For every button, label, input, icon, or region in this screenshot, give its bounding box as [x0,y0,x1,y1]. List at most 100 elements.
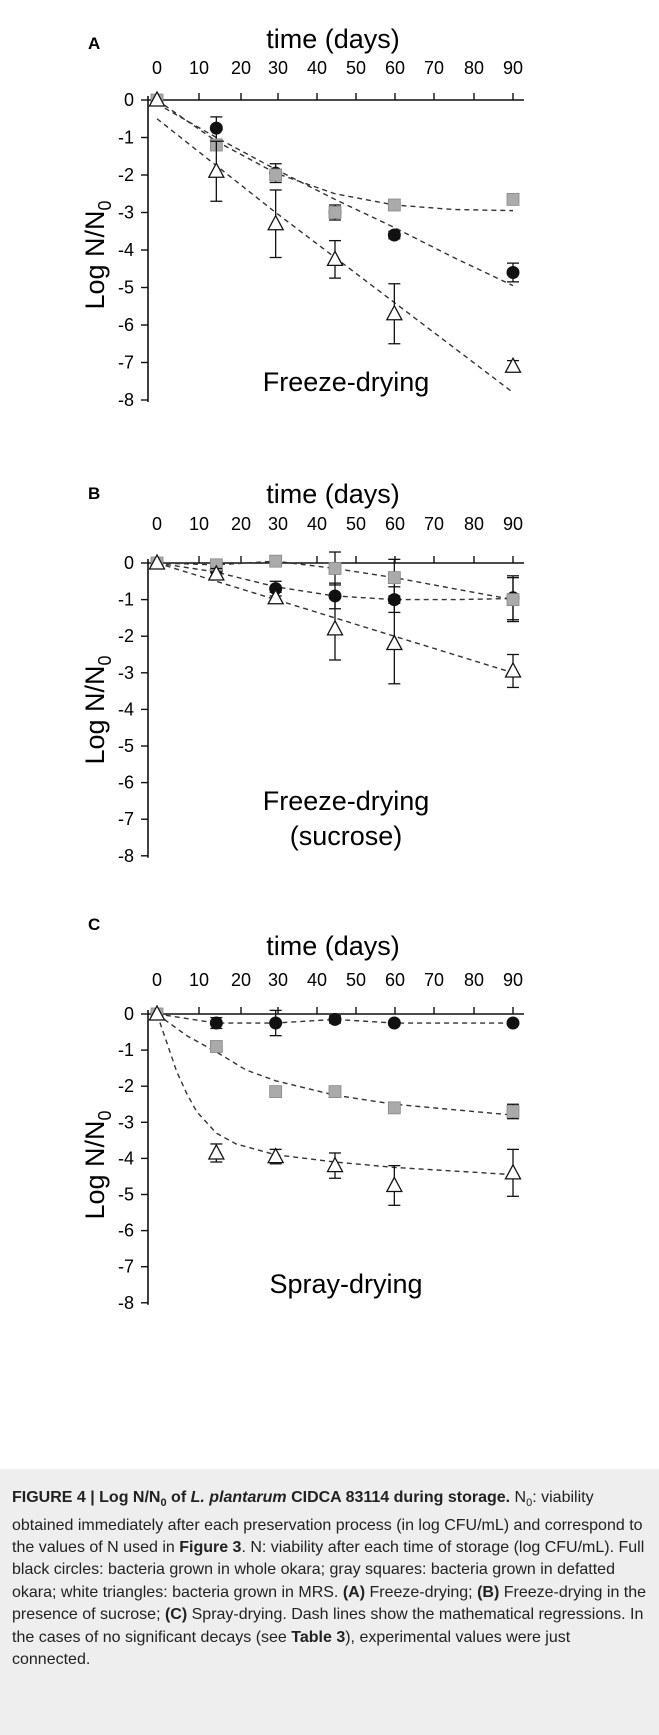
x-tick-label: 10 [189,58,209,78]
data-point-circle [328,589,342,603]
y-tick-label: -4 [118,1148,134,1168]
data-point-square [328,206,342,219]
fit-line-gray-square [156,1013,514,1116]
y-tick-label: -5 [118,736,134,756]
y-tick-label: -2 [118,1076,134,1096]
data-point-square [387,1101,401,1115]
y-tick-label: -2 [118,626,134,646]
data-point-square [506,1105,520,1118]
data-point-square [209,1040,223,1053]
data-point-circle [387,1016,401,1030]
y-tick-label: -8 [118,846,134,866]
x-tick-label: 90 [503,514,523,534]
y-tick-label: -8 [118,1293,134,1313]
x-tick-label: 50 [346,514,366,534]
x-tick-label: 10 [189,514,209,534]
data-point-circle [209,121,223,135]
y-tick-label: -1 [118,590,134,610]
data-point-triangle [207,564,225,581]
caption-figure-ref: Figure 3 [179,1539,242,1556]
data-point-triangle [504,1163,522,1180]
x-tick-label: 60 [385,58,405,78]
caption-ref-c: (C) [164,1606,188,1624]
y-tick-label: -5 [118,1185,134,1205]
fit-line-black-circle [156,103,514,287]
x-tick-label: 0 [152,970,162,990]
y-tick-label: -3 [118,203,134,223]
caption-n0-label: N [514,1489,527,1506]
y-axis-title: Log N/N0 [80,1110,115,1219]
y-tick-label: 0 [124,1004,134,1024]
data-point-triangle [385,634,403,651]
y-axis-title-sub: 0 [95,1110,115,1120]
y-tick-label: -4 [118,240,134,260]
caption-text-1: : viability obtained immediately after e… [12,1489,643,1556]
caption-title: FIGURE 4 | Log N/N0 of L. plantarum CIDC… [12,1489,511,1510]
y-tick-label: -6 [118,773,134,793]
x-tick-label: 30 [268,970,288,990]
caption-text-a: Freeze-drying; [365,1583,478,1601]
x-tick-label: 40 [307,58,327,78]
y-axis-title-main: Log N/N [80,1120,110,1219]
data-point-circle [269,1016,283,1030]
caption-species: L. plantarum [190,1489,287,1506]
figure-caption: FIGURE 4 | Log N/N0 of L. plantarum CIDC… [0,1469,659,1735]
data-point-triangle [326,249,344,267]
caption-title-rest: CIDCA 83114 during storage. [286,1489,511,1506]
y-tick-label: -6 [118,1221,134,1241]
y-axis-title: Log N/N0 [80,200,115,309]
panel-label-line: Freeze-drying [263,786,430,816]
x-tick-label: 70 [424,514,444,534]
panel-letter: C [88,915,100,934]
x-tick-label: 90 [503,58,523,78]
caption-title-sub: 0 [160,1497,167,1510]
panel-label-line: (sucrose) [290,821,403,851]
y-tick-label: 0 [124,90,134,110]
caption-text: FIGURE 4 | Log N/N0 of L. plantarum CIDC… [12,1487,647,1671]
x-tick-label: 50 [346,58,366,78]
y-tick-label: -1 [118,1040,134,1060]
x-axis-title: time (days) [266,24,400,54]
x-tick-label: 20 [231,970,251,990]
data-point-circle [506,1016,520,1030]
x-tick-label: 70 [424,58,444,78]
data-point-square [387,571,401,585]
data-point-circle [506,266,520,279]
y-tick-label: -1 [118,128,134,148]
y-tick-label: -3 [118,1112,134,1132]
y-tick-label: -7 [118,353,134,373]
panel-letter: A [88,34,100,53]
x-tick-label: 20 [231,58,251,78]
x-tick-label: 60 [385,514,405,534]
y-tick-label: -7 [118,1257,134,1277]
y-tick-label: 0 [124,553,134,573]
caption-text-c: Spray-drying. Dash lines show the mathem… [12,1606,644,1646]
data-point-triangle [385,304,403,321]
caption-title-prefix: FIGURE 4 | Log N/N [12,1489,161,1506]
x-tick-label: 40 [307,970,327,990]
y-tick-label: -5 [118,278,134,298]
panel-letter: B [88,484,100,503]
caption-text-end: ), experimental values were just connect… [12,1628,571,1669]
y-tick-label: -6 [118,315,134,335]
data-point-triangle [326,619,344,636]
data-point-triangle [148,553,166,570]
x-tick-label: 0 [152,514,162,534]
caption-table-ref: Table 3 [291,1628,346,1646]
fit-line-white-triangle [156,1013,514,1176]
x-tick-label: 50 [346,970,366,990]
x-tick-label: 90 [503,970,523,990]
y-tick-label: -3 [118,663,134,683]
data-point-triangle [148,90,166,107]
caption-title-of: of [166,1489,191,1506]
data-point-square [387,198,401,212]
x-axis-title: time (days) [266,479,400,509]
data-point-triangle [267,1147,285,1164]
y-axis-title-main: Log N/N [80,665,110,764]
x-tick-label: 40 [307,514,327,534]
caption-text-2: . N: viability after each time of storag… [12,1539,645,1601]
caption-ref-a: (A) [342,1583,366,1601]
data-point-circle [209,1016,223,1030]
